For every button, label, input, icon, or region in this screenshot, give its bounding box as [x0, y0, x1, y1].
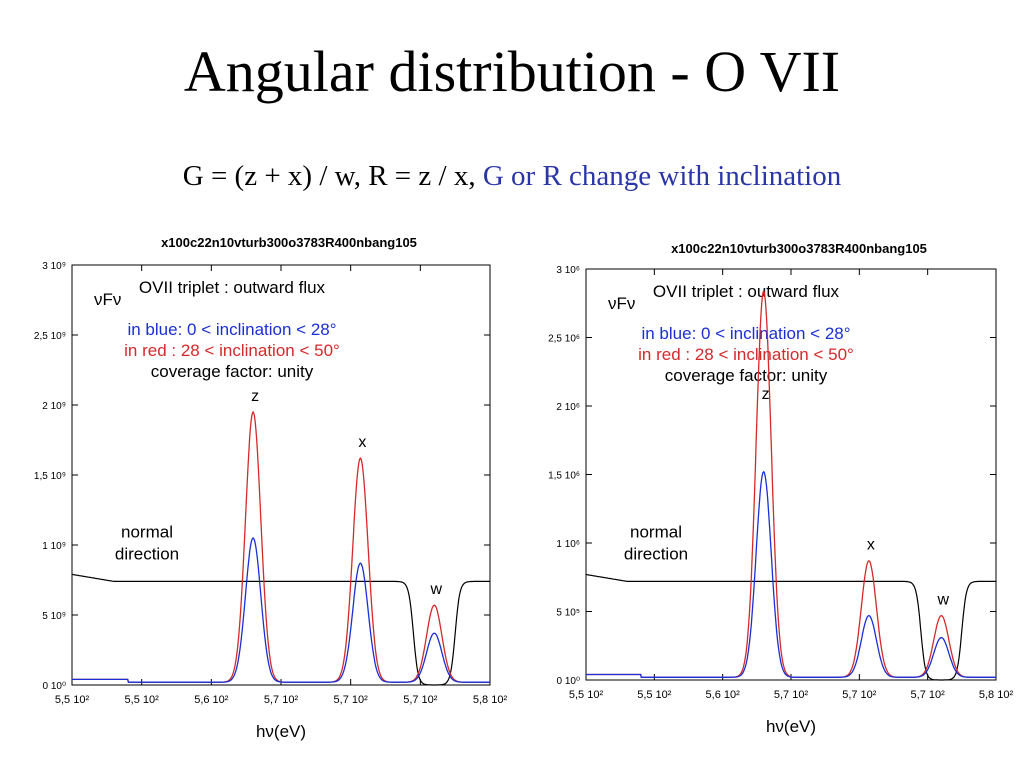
slide-title: Angular distribution - O VII: [183, 39, 841, 104]
x-tick-label: 5,7 10²: [403, 694, 438, 706]
y-tick-label: 1 10⁹: [42, 541, 66, 552]
peak-label-z: z: [762, 386, 770, 403]
chart-title: x100c22n10vturb300o3783R400nbang105: [671, 241, 927, 256]
peak-label-w: w: [937, 591, 950, 608]
annotation-normal-1: normal: [630, 522, 682, 541]
x-tick-label: 5,5 10²: [569, 689, 604, 701]
chart-title: x100c22n10vturb300o3783R400nbang105: [161, 235, 417, 250]
annotation-normal-2: direction: [115, 544, 179, 563]
x-tick-label: 5,7 10²: [774, 689, 809, 701]
y-tick-label: 2 10⁹: [42, 401, 66, 412]
x-tick-label: 5,6 10²: [706, 689, 741, 701]
subtitle-highlight: G or R change with inclination: [482, 160, 842, 192]
x-tick-label: 5,7 10²: [264, 694, 299, 706]
y-tick-label: 2,5 10⁶: [548, 334, 580, 345]
x-tick-label: 5,7 10²: [911, 689, 946, 701]
annotation-normal-2: direction: [624, 544, 688, 563]
chart-left-svg: x100c22n10vturb300o3783R400nbang105 0 10⁰…: [34, 235, 508, 741]
annotation-red: in red : 28 < inclination < 50°: [124, 341, 340, 360]
x-tick-label: 5,5 10²: [55, 694, 90, 706]
y-tick-label: 3 10⁹: [42, 261, 66, 272]
annotation-coverage: coverage factor: unity: [665, 366, 828, 385]
slide-subtitle: G = (z + x) / w, R = z / x, G or R chang…: [0, 160, 1024, 193]
annotation-coverage: coverage factor: unity: [151, 362, 314, 381]
y-tick-label: 1 10⁶: [556, 539, 580, 550]
series-normal-direction: [585, 573, 996, 681]
annotation-red: in red : 28 < inclination < 50°: [638, 345, 854, 364]
peak-label-x: x: [358, 434, 366, 451]
x-axis-label: hν(eV): [256, 722, 306, 741]
y-tick-label: 1,5 10⁹: [34, 471, 66, 482]
peak-label-z: z: [251, 388, 259, 405]
x-tick-label: 5,8 10²: [979, 689, 1014, 701]
y-axis-label: νFν: [94, 290, 121, 309]
chart-left: x100c22n10vturb300o3783R400nbang105 0 10⁰…: [8, 225, 518, 755]
y-tick-label: 1,5 10⁶: [548, 471, 580, 482]
subtitle-formula: G = (z + x) / w, R = z / x,: [182, 160, 476, 192]
y-tick-label: 0 10⁰: [43, 681, 66, 692]
annotation-header: OVII triplet : outward flux: [139, 278, 326, 297]
y-tick-label: 5 10⁹: [42, 611, 66, 622]
y-axis-label: νFν: [608, 294, 635, 313]
x-tick-label: 5,5 10²: [125, 694, 160, 706]
y-tick-label: 0 10⁰: [557, 676, 580, 687]
peak-label-w: w: [429, 581, 442, 598]
annotation-blue: in blue: 0 < inclination < 28°: [641, 324, 850, 343]
series-blue: [586, 470, 996, 678]
peak-label-x: x: [867, 537, 875, 554]
x-tick-label: 5,7 10²: [842, 689, 877, 701]
y-tick-label: 5 10⁵: [556, 608, 580, 619]
x-tick-label: 5,7 10²: [334, 694, 369, 706]
series-blue: [72, 537, 490, 683]
chart-right-svg: x100c22n10vturb300o3783R400nbang105 0 10⁰…: [548, 241, 1014, 736]
y-tick-label: 2,5 10⁹: [34, 331, 66, 342]
chart-right: x100c22n10vturb300o3783R400nbang105 0 10⁰…: [528, 225, 1024, 755]
y-tick-label: 2 10⁶: [556, 402, 580, 413]
x-axis-label: hν(eV): [766, 717, 816, 736]
x-tick-label: 5,6 10²: [194, 694, 229, 706]
x-tick-label: 5,5 10²: [637, 689, 672, 701]
series-normal-direction: [71, 573, 490, 686]
annotation-header: OVII triplet : outward flux: [653, 282, 840, 301]
annotation-normal-1: normal: [121, 522, 173, 541]
y-tick-label: 3 10⁶: [556, 265, 580, 276]
x-tick-label: 5,8 10²: [473, 694, 508, 706]
annotation-blue: in blue: 0 < inclination < 28°: [127, 320, 336, 339]
